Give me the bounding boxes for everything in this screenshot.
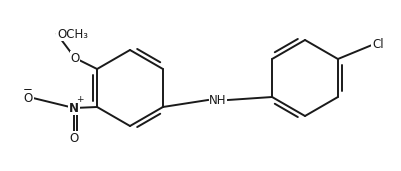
Text: NH: NH (209, 94, 226, 107)
Text: N: N (69, 102, 79, 115)
Text: O: O (70, 51, 79, 64)
Text: O: O (24, 91, 33, 104)
Text: Cl: Cl (371, 38, 383, 51)
Text: O: O (69, 131, 79, 144)
Text: OCH₃: OCH₃ (57, 28, 88, 41)
Text: +: + (76, 95, 83, 104)
Text: −: − (23, 83, 33, 96)
